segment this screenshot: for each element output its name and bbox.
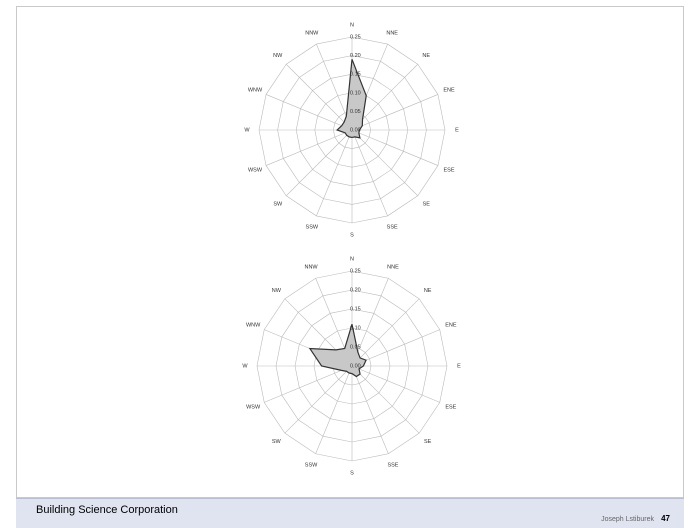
radial-tick-label: 0.10 <box>350 325 361 331</box>
radial-tick-label: 0.10 <box>350 90 361 96</box>
page-number: 47 <box>661 514 670 523</box>
direction-label: WSW <box>248 168 263 174</box>
spoke <box>264 365 353 403</box>
direction-label: SSE <box>387 462 398 468</box>
author: Joseph Lstiburek <box>601 516 654 523</box>
direction-label: W <box>244 127 250 133</box>
spoke <box>315 365 353 454</box>
spoke <box>351 94 439 131</box>
spoke <box>351 129 418 196</box>
spoke <box>286 64 353 131</box>
radial-tick-label: 0.15 <box>350 306 361 312</box>
radial-tick-label: 0.15 <box>350 72 361 78</box>
spoke <box>351 129 388 217</box>
spoke <box>351 129 439 166</box>
direction-label: NNE <box>387 265 399 271</box>
direction-label: S <box>350 232 354 238</box>
radar-area <box>335 59 367 139</box>
spoke <box>316 129 353 217</box>
direction-label: E <box>457 363 461 369</box>
spoke <box>284 365 353 434</box>
direction-label: NW <box>272 288 282 294</box>
radar-area <box>308 324 367 378</box>
radial-tick-label: 0.00 <box>350 363 361 369</box>
footer: Building Science Corporation Joseph Lsti… <box>16 498 684 528</box>
spoke <box>286 129 353 196</box>
direction-label: WSW <box>246 404 261 410</box>
direction-label: NNE <box>386 30 398 36</box>
direction-label: NNW <box>305 30 319 36</box>
direction-label: N <box>350 22 354 28</box>
radial-tick-label: 0.25 <box>350 34 361 40</box>
direction-label: W <box>242 363 248 369</box>
spoke <box>351 365 389 454</box>
direction-label: ESE <box>443 168 454 174</box>
direction-label: SSW <box>306 224 319 230</box>
direction-label: WNW <box>248 87 263 93</box>
company-name: Building Science Corporation <box>36 504 178 516</box>
direction-label: SE <box>423 202 431 208</box>
spoke <box>351 298 420 367</box>
direction-label: SW <box>272 439 282 445</box>
direction-label: N <box>350 256 354 262</box>
direction-label: WNW <box>246 323 261 329</box>
radial-tick-label: 0.20 <box>350 287 361 293</box>
spoke <box>351 365 420 434</box>
radial-tick-label: 0.05 <box>350 109 361 115</box>
direction-label: ESE <box>445 404 456 410</box>
direction-label: NE <box>422 53 430 59</box>
direction-label: NW <box>273 53 283 59</box>
direction-label: SSW <box>305 462 318 468</box>
spoke <box>265 129 353 166</box>
direction-label: ENE <box>443 87 455 93</box>
radial-tick-label: 0.25 <box>350 268 361 274</box>
spoke <box>351 365 440 403</box>
direction-label: SE <box>424 439 432 445</box>
direction-label: NNW <box>304 265 318 271</box>
direction-label: SW <box>273 202 283 208</box>
direction-label: NE <box>424 288 432 294</box>
radial-tick-label: 0.05 <box>350 344 361 350</box>
direction-label: S <box>350 470 354 476</box>
radial-tick-label: 0.20 <box>350 53 361 59</box>
content-frame <box>16 6 684 498</box>
direction-label: E <box>455 127 459 133</box>
radial-tick-label: 0.00 <box>350 127 361 133</box>
direction-label: ENE <box>445 323 457 329</box>
direction-label: SSE <box>387 224 398 230</box>
charts: NNNENEENEEESESESSESSSWSWWSWWWNWNWNNW0.00… <box>242 22 461 476</box>
spoke <box>265 94 353 131</box>
